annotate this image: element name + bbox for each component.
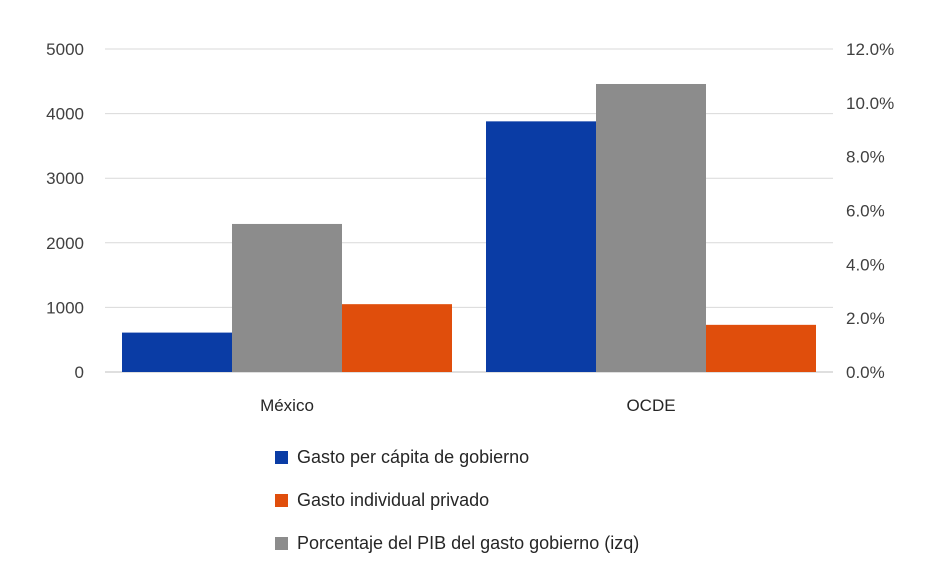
bars bbox=[122, 83, 816, 373]
y-left-tick-label: 5000 bbox=[46, 40, 84, 59]
y-left-tick-label: 2000 bbox=[46, 234, 84, 253]
legend-swatch bbox=[275, 537, 288, 550]
y-left-tick-label: 3000 bbox=[46, 169, 84, 188]
bar bbox=[232, 223, 342, 372]
category-label: México bbox=[260, 396, 314, 415]
legend-item-porcentaje-pib: Porcentaje del PIB del gasto gobierno (i… bbox=[275, 522, 639, 565]
legend-item-gasto-gobierno: Gasto per cápita de gobierno bbox=[275, 436, 639, 479]
bar bbox=[486, 121, 596, 373]
y-left-tick-label: 4000 bbox=[46, 105, 84, 124]
bar bbox=[706, 324, 816, 372]
legend-label: Porcentaje del PIB del gasto gobierno (i… bbox=[297, 533, 640, 553]
legend-label: Gasto individual privado bbox=[297, 490, 490, 510]
category-labels: México OCDE bbox=[260, 396, 675, 415]
y-right-tick-label: 2.0% bbox=[846, 309, 885, 328]
gridlines bbox=[105, 48, 833, 373]
y-right-tick-label: 0.0% bbox=[846, 363, 885, 382]
y-left-tick-label: 0 bbox=[75, 363, 84, 382]
y-right-tick-label: 12.0% bbox=[846, 40, 894, 59]
legend-item-gasto-privado: Gasto individual privado bbox=[275, 479, 639, 522]
bar bbox=[342, 304, 452, 372]
bar bbox=[122, 332, 232, 372]
left-axis-ticks: 0 1000 2000 3000 4000 5000 bbox=[46, 40, 84, 382]
y-right-tick-label: 10.0% bbox=[846, 94, 894, 113]
y-right-tick-label: 8.0% bbox=[846, 148, 885, 167]
y-right-tick-label: 6.0% bbox=[846, 202, 885, 221]
y-left-tick-label: 1000 bbox=[46, 298, 84, 317]
bar bbox=[596, 83, 706, 372]
legend: Gasto per cápita de gobierno Gasto indiv… bbox=[275, 436, 639, 565]
category-label: OCDE bbox=[626, 396, 675, 415]
legend-swatch bbox=[275, 494, 288, 507]
right-axis-ticks: 0.0% 2.0% 4.0% 6.0% 8.0% 10.0% 12.0% bbox=[846, 40, 894, 382]
legend-swatch bbox=[275, 451, 288, 464]
y-right-tick-label: 4.0% bbox=[846, 255, 885, 274]
legend-label: Gasto per cápita de gobierno bbox=[297, 447, 530, 467]
